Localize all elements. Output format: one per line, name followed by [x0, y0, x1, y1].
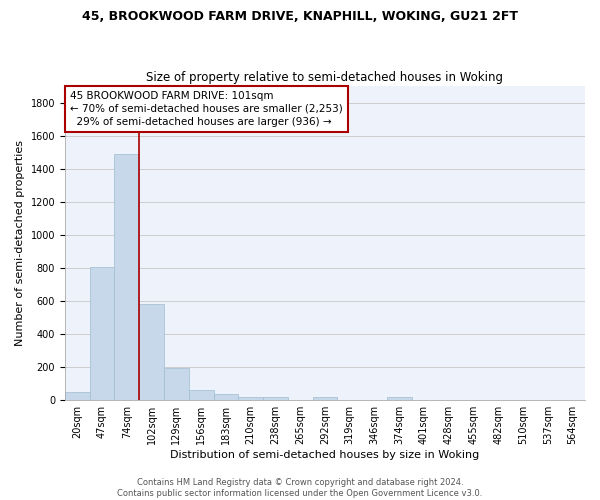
- Bar: [238, 397, 263, 400]
- Bar: [313, 397, 337, 400]
- Bar: [189, 390, 214, 400]
- Text: 45 BROOKWOOD FARM DRIVE: 101sqm
← 70% of semi-detached houses are smaller (2,253: 45 BROOKWOOD FARM DRIVE: 101sqm ← 70% of…: [70, 91, 343, 127]
- Bar: [89, 267, 115, 400]
- Bar: [65, 392, 89, 400]
- X-axis label: Distribution of semi-detached houses by size in Woking: Distribution of semi-detached houses by …: [170, 450, 479, 460]
- Bar: [164, 368, 189, 400]
- Title: Size of property relative to semi-detached houses in Woking: Size of property relative to semi-detach…: [146, 70, 503, 84]
- Bar: [139, 304, 164, 400]
- Bar: [387, 397, 412, 400]
- Bar: [263, 397, 288, 400]
- Text: 45, BROOKWOOD FARM DRIVE, KNAPHILL, WOKING, GU21 2FT: 45, BROOKWOOD FARM DRIVE, KNAPHILL, WOKI…: [82, 10, 518, 23]
- Bar: [214, 394, 238, 400]
- Bar: [115, 154, 139, 400]
- Y-axis label: Number of semi-detached properties: Number of semi-detached properties: [15, 140, 25, 346]
- Text: Contains HM Land Registry data © Crown copyright and database right 2024.
Contai: Contains HM Land Registry data © Crown c…: [118, 478, 482, 498]
